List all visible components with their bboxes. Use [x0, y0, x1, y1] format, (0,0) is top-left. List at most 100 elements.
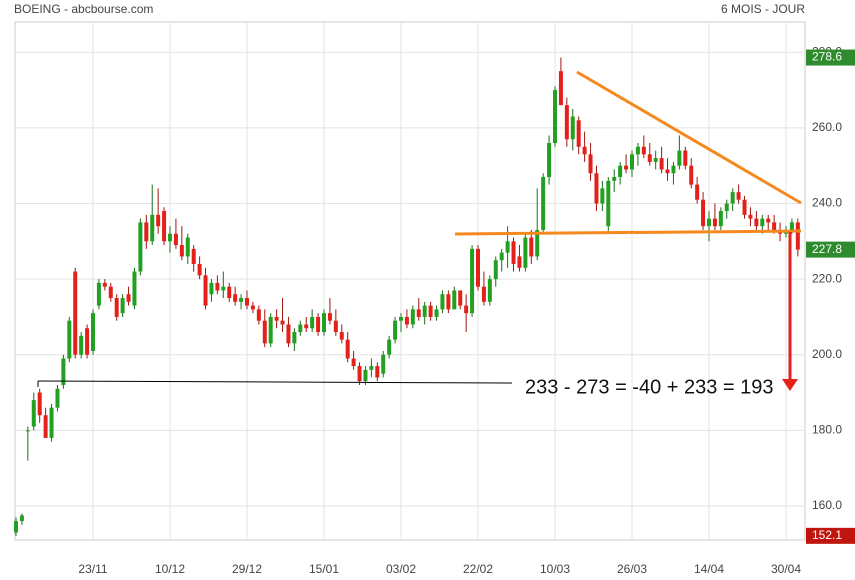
chart-title: BOEING - abcbourse.com — [14, 2, 153, 16]
candle-body — [280, 320, 285, 325]
candle-body — [262, 320, 267, 344]
y-tick-label: 200.0 — [812, 347, 842, 361]
candle-body — [126, 294, 131, 302]
candle-body — [61, 358, 66, 385]
candle-body — [434, 309, 439, 317]
candle-body — [167, 233, 172, 242]
x-tick-label: 15/01 — [309, 562, 339, 576]
candle-body — [67, 320, 72, 359]
candle-body — [209, 282, 214, 295]
candle-body — [274, 316, 279, 321]
candle-body — [393, 320, 398, 340]
candle-body — [25, 430, 30, 432]
candle-body — [724, 203, 729, 212]
candle-body — [659, 158, 664, 170]
candle-body — [629, 154, 634, 170]
candle-body — [588, 154, 593, 174]
candle-body — [398, 316, 403, 321]
x-tick-label: 10/12 — [155, 562, 185, 576]
candle-body — [689, 165, 694, 185]
y-tick-label: 160.0 — [812, 498, 842, 512]
candle-body — [499, 252, 504, 261]
y-tick-label: 240.0 — [812, 196, 842, 210]
candle-body — [357, 366, 362, 382]
price-tag — [806, 241, 855, 258]
candle-body — [333, 320, 338, 333]
x-tick-label: 03/02 — [386, 562, 416, 576]
y-tick-label: 220.0 — [812, 271, 842, 285]
price-tag — [806, 527, 855, 544]
candle-body — [351, 358, 356, 367]
candle-body — [695, 184, 700, 200]
candle-body — [683, 150, 688, 166]
candle-body — [748, 214, 753, 219]
candle-body — [517, 256, 522, 268]
candle-body — [179, 245, 184, 257]
candle-body — [416, 309, 421, 317]
candle-body — [446, 294, 451, 310]
target-line — [37, 380, 513, 384]
candle-body — [221, 286, 226, 291]
candle-body — [185, 237, 190, 257]
x-tick-label: 30/04 — [771, 562, 801, 576]
candle-body — [618, 165, 623, 178]
candle-body — [511, 241, 516, 264]
candle-body — [316, 316, 321, 333]
candle-body — [49, 407, 54, 438]
candle-body — [440, 294, 445, 310]
candle-body — [250, 305, 255, 310]
candle-body — [292, 332, 297, 344]
candle-body — [487, 279, 492, 302]
candle-body — [594, 173, 599, 204]
candle-body — [43, 415, 48, 438]
candle-body — [203, 275, 208, 306]
candle-body — [286, 324, 291, 344]
candle-body — [120, 298, 125, 314]
candle-body — [505, 241, 510, 253]
candle-body — [19, 515, 24, 522]
candle-body — [79, 335, 84, 355]
candle-body — [541, 177, 546, 230]
price-tag-label: 227.8 — [812, 242, 842, 256]
candle-body — [215, 282, 220, 291]
candle-body — [197, 263, 202, 276]
price-tag-label: 278.6 — [812, 50, 842, 64]
arrow-head — [782, 379, 798, 391]
candle-body — [523, 237, 528, 268]
candle-body — [339, 332, 344, 340]
candle-body — [381, 354, 386, 374]
candle-body — [718, 211, 723, 227]
candle-body — [73, 271, 78, 355]
candle-body — [227, 286, 232, 299]
candle-body — [647, 154, 652, 162]
candle-body — [742, 199, 747, 215]
candle-body — [138, 222, 143, 272]
x-tick-label: 23/11 — [78, 562, 107, 576]
price-tag-label: 152.1 — [812, 528, 842, 542]
candle-body — [529, 237, 534, 257]
candle-body — [85, 328, 90, 355]
candle-body — [760, 218, 765, 227]
candle-body — [387, 339, 392, 355]
candle-body — [304, 324, 309, 329]
candle-body — [671, 165, 676, 174]
candle-body — [191, 248, 196, 264]
candle-body — [327, 313, 332, 321]
candle-body — [535, 229, 540, 257]
candle-body — [754, 218, 759, 227]
candle-body — [298, 324, 303, 333]
annotation: 233 - 273 = -40 + 233 = 193 — [525, 376, 774, 398]
support-line — [454, 229, 802, 236]
candle-body — [612, 177, 617, 181]
x-tick-label: 22/02 — [463, 562, 493, 576]
y-tick-label: 260.0 — [812, 120, 842, 134]
candle-body — [635, 146, 640, 155]
x-tick-label: 10/03 — [540, 562, 570, 576]
candle-body — [570, 116, 575, 140]
candle-body — [369, 366, 374, 370]
candle-body — [789, 222, 794, 230]
candle-body — [475, 248, 480, 287]
candle-body — [363, 369, 368, 382]
candle-body — [582, 146, 587, 155]
